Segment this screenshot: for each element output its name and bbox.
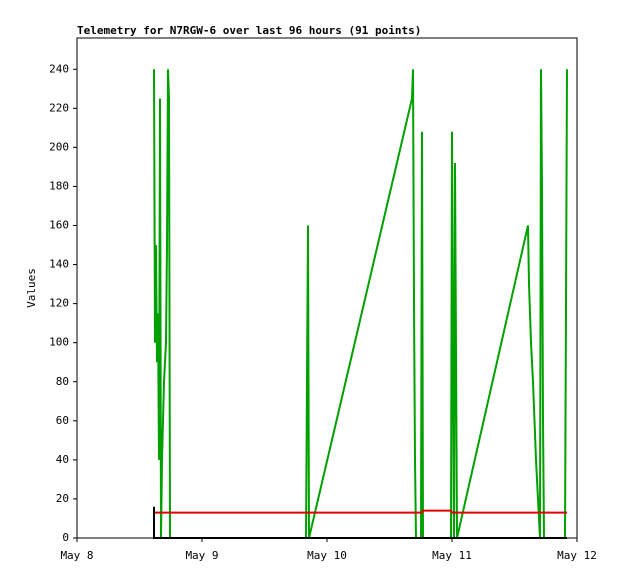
y-tick-label: 220 (49, 101, 69, 114)
y-tick-label: 40 (56, 453, 69, 466)
y-tick-label: 100 (49, 336, 69, 349)
y-tick-label: 160 (49, 219, 69, 232)
x-tick-label: May 12 (557, 549, 597, 562)
x-tick-label: May 10 (307, 549, 347, 562)
x-tick-label: May 8 (60, 549, 93, 562)
series-line (154, 509, 567, 514)
series-line (153, 506, 567, 539)
y-tick-label: 240 (49, 62, 69, 75)
y-tick-label: 140 (49, 258, 69, 271)
chart-title: Telemetry for N7RGW-6 over last 96 hours… (77, 24, 421, 37)
x-tick-label: May 11 (432, 549, 472, 562)
y-axis-label: Values (25, 268, 38, 308)
y-tick-label: 200 (49, 140, 69, 153)
y-tick-label: 120 (49, 297, 69, 310)
y-tick-label: 0 (62, 531, 69, 544)
y-tick-label: 60 (56, 414, 69, 427)
y-tick-label: 180 (49, 179, 69, 192)
y-tick-label: 80 (56, 375, 69, 388)
y-tick-label: 20 (56, 492, 69, 505)
x-tick-label: May 9 (185, 549, 218, 562)
series-line (153, 69, 568, 539)
